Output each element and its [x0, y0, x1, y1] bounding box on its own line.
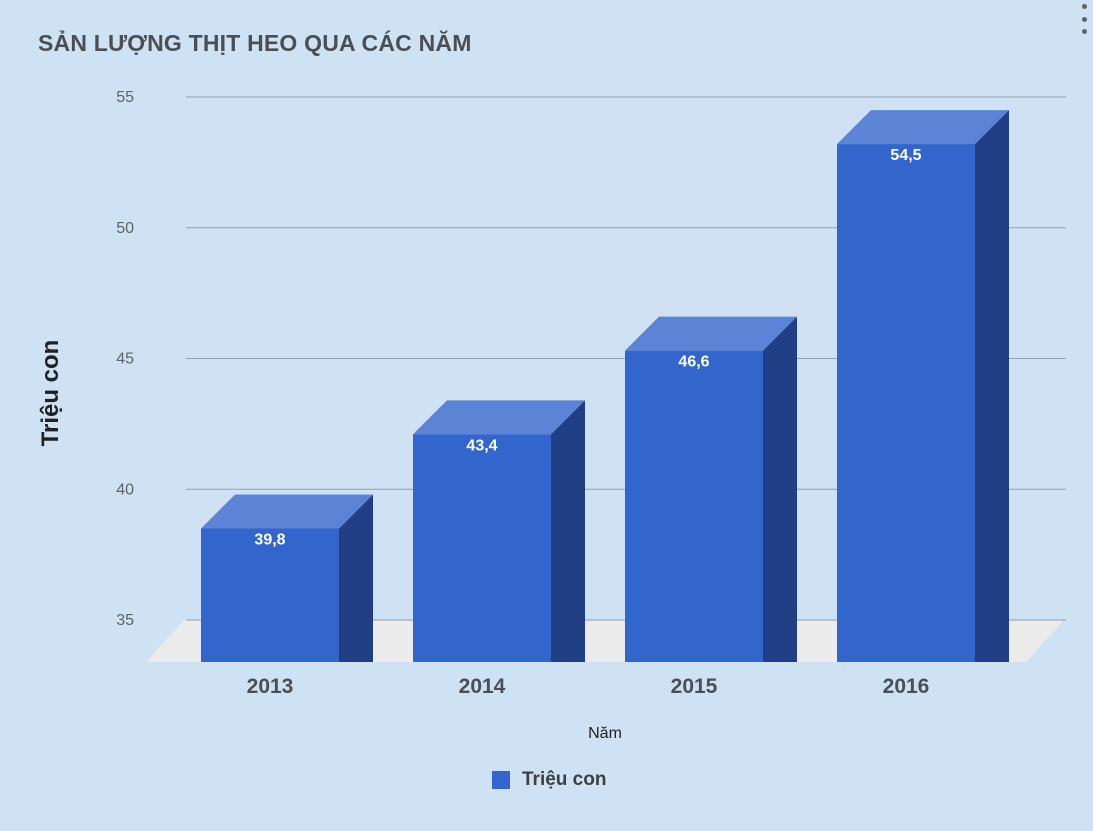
x-tick-label: 2013 — [247, 675, 294, 698]
chart-floor — [146, 620, 1064, 662]
x-tick-label: 2014 — [459, 675, 506, 698]
bar-top-face — [201, 494, 373, 529]
legend-swatch — [492, 771, 510, 789]
y-tick-label: 55 — [116, 89, 134, 106]
bar-front-face — [413, 434, 551, 662]
data-label: 39,8 — [254, 531, 285, 548]
bar-front-face — [201, 528, 339, 662]
legend-label: Triệu con — [522, 769, 607, 790]
bar-side-face — [551, 400, 585, 662]
data-label: 43,4 — [466, 437, 497, 454]
y-tick-label: 40 — [116, 481, 134, 498]
data-label: 54,5 — [890, 147, 921, 164]
y-axis-title: Triệu con — [37, 340, 64, 447]
y-tick-label: 35 — [116, 612, 134, 629]
x-axis-title: Năm — [588, 725, 622, 742]
bar-2016[interactable]: 54,5 — [837, 110, 1009, 662]
more-options-icon[interactable] — [1079, 4, 1089, 34]
bar-top-face — [837, 110, 1009, 145]
y-tick-label: 45 — [116, 351, 134, 368]
bar-2013[interactable]: 39,8 — [201, 494, 373, 662]
bar-2015[interactable]: 46,6 — [625, 316, 797, 662]
bar-top-face — [413, 400, 585, 435]
bar-side-face — [339, 494, 373, 662]
bar-2014[interactable]: 43,4 — [413, 400, 585, 662]
legend-item[interactable]: Triệu con — [492, 769, 606, 791]
bar-side-face — [763, 316, 797, 662]
x-tick-label: 2016 — [883, 675, 930, 698]
data-label: 46,6 — [678, 354, 709, 371]
bar-front-face — [625, 350, 763, 662]
bar-top-face — [625, 316, 797, 351]
chart-title: SẢN LƯỢNG THỊT HEO QUA CÁC NĂM — [38, 30, 472, 56]
bar-front-face — [837, 144, 975, 662]
bar-side-face — [975, 110, 1009, 662]
x-tick-label: 2015 — [671, 675, 718, 698]
y-tick-label: 50 — [116, 220, 134, 237]
